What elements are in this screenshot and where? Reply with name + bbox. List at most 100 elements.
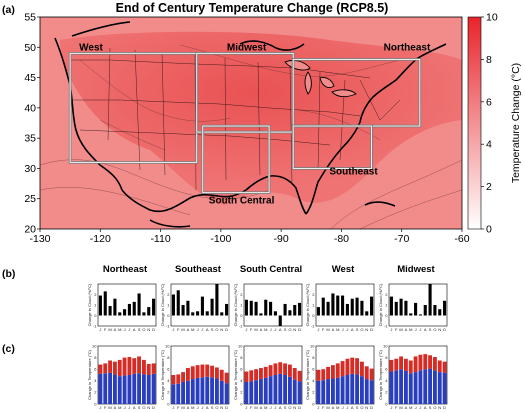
temp-ytick-label: 0 [167,401,170,406]
temp-xtick-label: M [108,405,111,410]
cloud-ytick-label: 1 [312,302,315,307]
y-tick-label: 30 [24,163,36,175]
cloud-xtick-label: A [332,327,335,332]
cloud-bar [225,303,229,316]
temp-bar-base [428,368,433,404]
region-label: Southeast [329,166,378,177]
cloud-ytick-label: 1 [94,302,97,307]
temp-xtick-label: J [317,405,319,410]
cloud-xtick-label: O [433,327,436,332]
temp-plot-frame [243,345,303,405]
cloud-xtick-label: J [128,327,130,332]
temp-xtick-label: M [254,405,257,410]
map-area: West Midwest Northeast Southeast South Centr… [40,17,462,229]
temp-bar-top [355,358,360,375]
y-tick-label: 35 [24,133,36,145]
y-tick-label: 55 [24,12,36,24]
temp-xtick-label: A [206,405,209,410]
cloud-bar [249,300,253,316]
cloud-xtick-label: N [293,327,296,332]
temp-xtick-label: J [124,405,126,410]
temp-plot-frame [97,345,157,405]
temp-bar-top [321,369,326,381]
cloud-xtick-label: S [356,327,359,332]
cloud-bar [200,296,204,316]
temp-bar-top [108,360,113,373]
great-lakes [284,59,357,98]
temp-bar-top [258,368,263,380]
temp-bar-base [185,380,190,404]
cloud-bar [127,303,131,316]
temp-bar-top [287,364,292,377]
temp-ytick-label: 8 [94,355,97,360]
temp-xtick-label: A [133,405,136,410]
temp-bar-top [98,364,103,374]
coastline [54,21,447,228]
temp-bar-top [292,368,297,380]
cloud-bar [259,313,263,316]
temp-bar-top [437,360,442,373]
cloud-xtick-label: M [399,327,402,332]
cloud-bar [414,302,418,316]
temp-ytick-label: 6 [240,367,243,372]
temp-ytick-label: 4 [240,378,243,383]
temp-bar-top [297,370,302,382]
cloud-ytick-label: -1 [311,323,315,328]
temp-bar-base [413,372,418,404]
temp-xtick-label: F [104,405,107,410]
cloud-xtick-label: M [118,327,121,332]
temp-bar-base [151,373,156,404]
cloud-xtick-label: M [409,327,412,332]
temp-bar-top [195,365,200,378]
colorbar-ticks: 0 2 4 6 8 10 [481,12,498,236]
cloud-bar [355,297,359,316]
temp-ylabel: Change in Temperature (°C) [378,349,383,400]
temp-bar-base [176,383,181,404]
cloud-ylabel: Change in Cloud (%/°C) [87,283,92,326]
temp-ytick-label: 8 [385,355,388,360]
temp-xtick-label: A [114,405,117,410]
temp-bar-base [268,376,273,404]
temp-ytick-label: 10 [238,343,243,348]
x-tick-label: -90 [274,233,289,245]
colorbar-tick-label: 4 [486,139,492,151]
temp-xtick-label: D [298,405,301,410]
cloud-ytick-label: 1 [167,302,170,307]
temp-ytick-label: 2 [385,390,388,395]
temp-ylabel: Change in Temperature (°C) [160,349,165,400]
temp-xtick-label: M [326,405,329,410]
temp-xtick-label: O [288,405,291,410]
temp-xtick-label: A [424,405,427,410]
x-tick-label: -60 [454,233,469,245]
temp-bar-base [326,379,331,404]
cloud-ytick-label: -1 [239,323,243,328]
y-tick-label: 45 [24,72,36,84]
colorbar-tick-label: 0 [486,224,492,236]
temp-bar-top [254,369,259,381]
temp-xtick-label: F [322,405,325,410]
y-tick-label: 20 [24,224,36,236]
temp-xtick-label: M [409,405,412,410]
temp-xtick-label: S [211,405,214,410]
cloud-xtick-label: F [104,327,107,332]
temp-xtick-label: N [438,405,441,410]
temp-bar-top [219,369,224,381]
temp-bar-top [345,358,350,375]
temp-ytick-label: 8 [240,355,243,360]
temp-xtick-label: M [181,405,184,410]
cloud-xtick-label: F [322,327,325,332]
region-box-inner [202,125,270,194]
colorbar-tick-label: 10 [486,12,498,24]
cloud-xtick-label: M [326,327,329,332]
cloud-bar [147,307,151,316]
temp-bar-top [122,357,127,376]
temp-xtick-label: M [118,405,121,410]
temp-xtick-label: J [128,405,130,410]
cloud-xtick-label: M [264,327,267,332]
temp-ytick-label: 2 [167,390,170,395]
cloud-bar [370,296,374,316]
cloud-bar [254,301,258,316]
panel-label-b: (b) [2,268,15,280]
temp-bar-base [297,381,302,404]
